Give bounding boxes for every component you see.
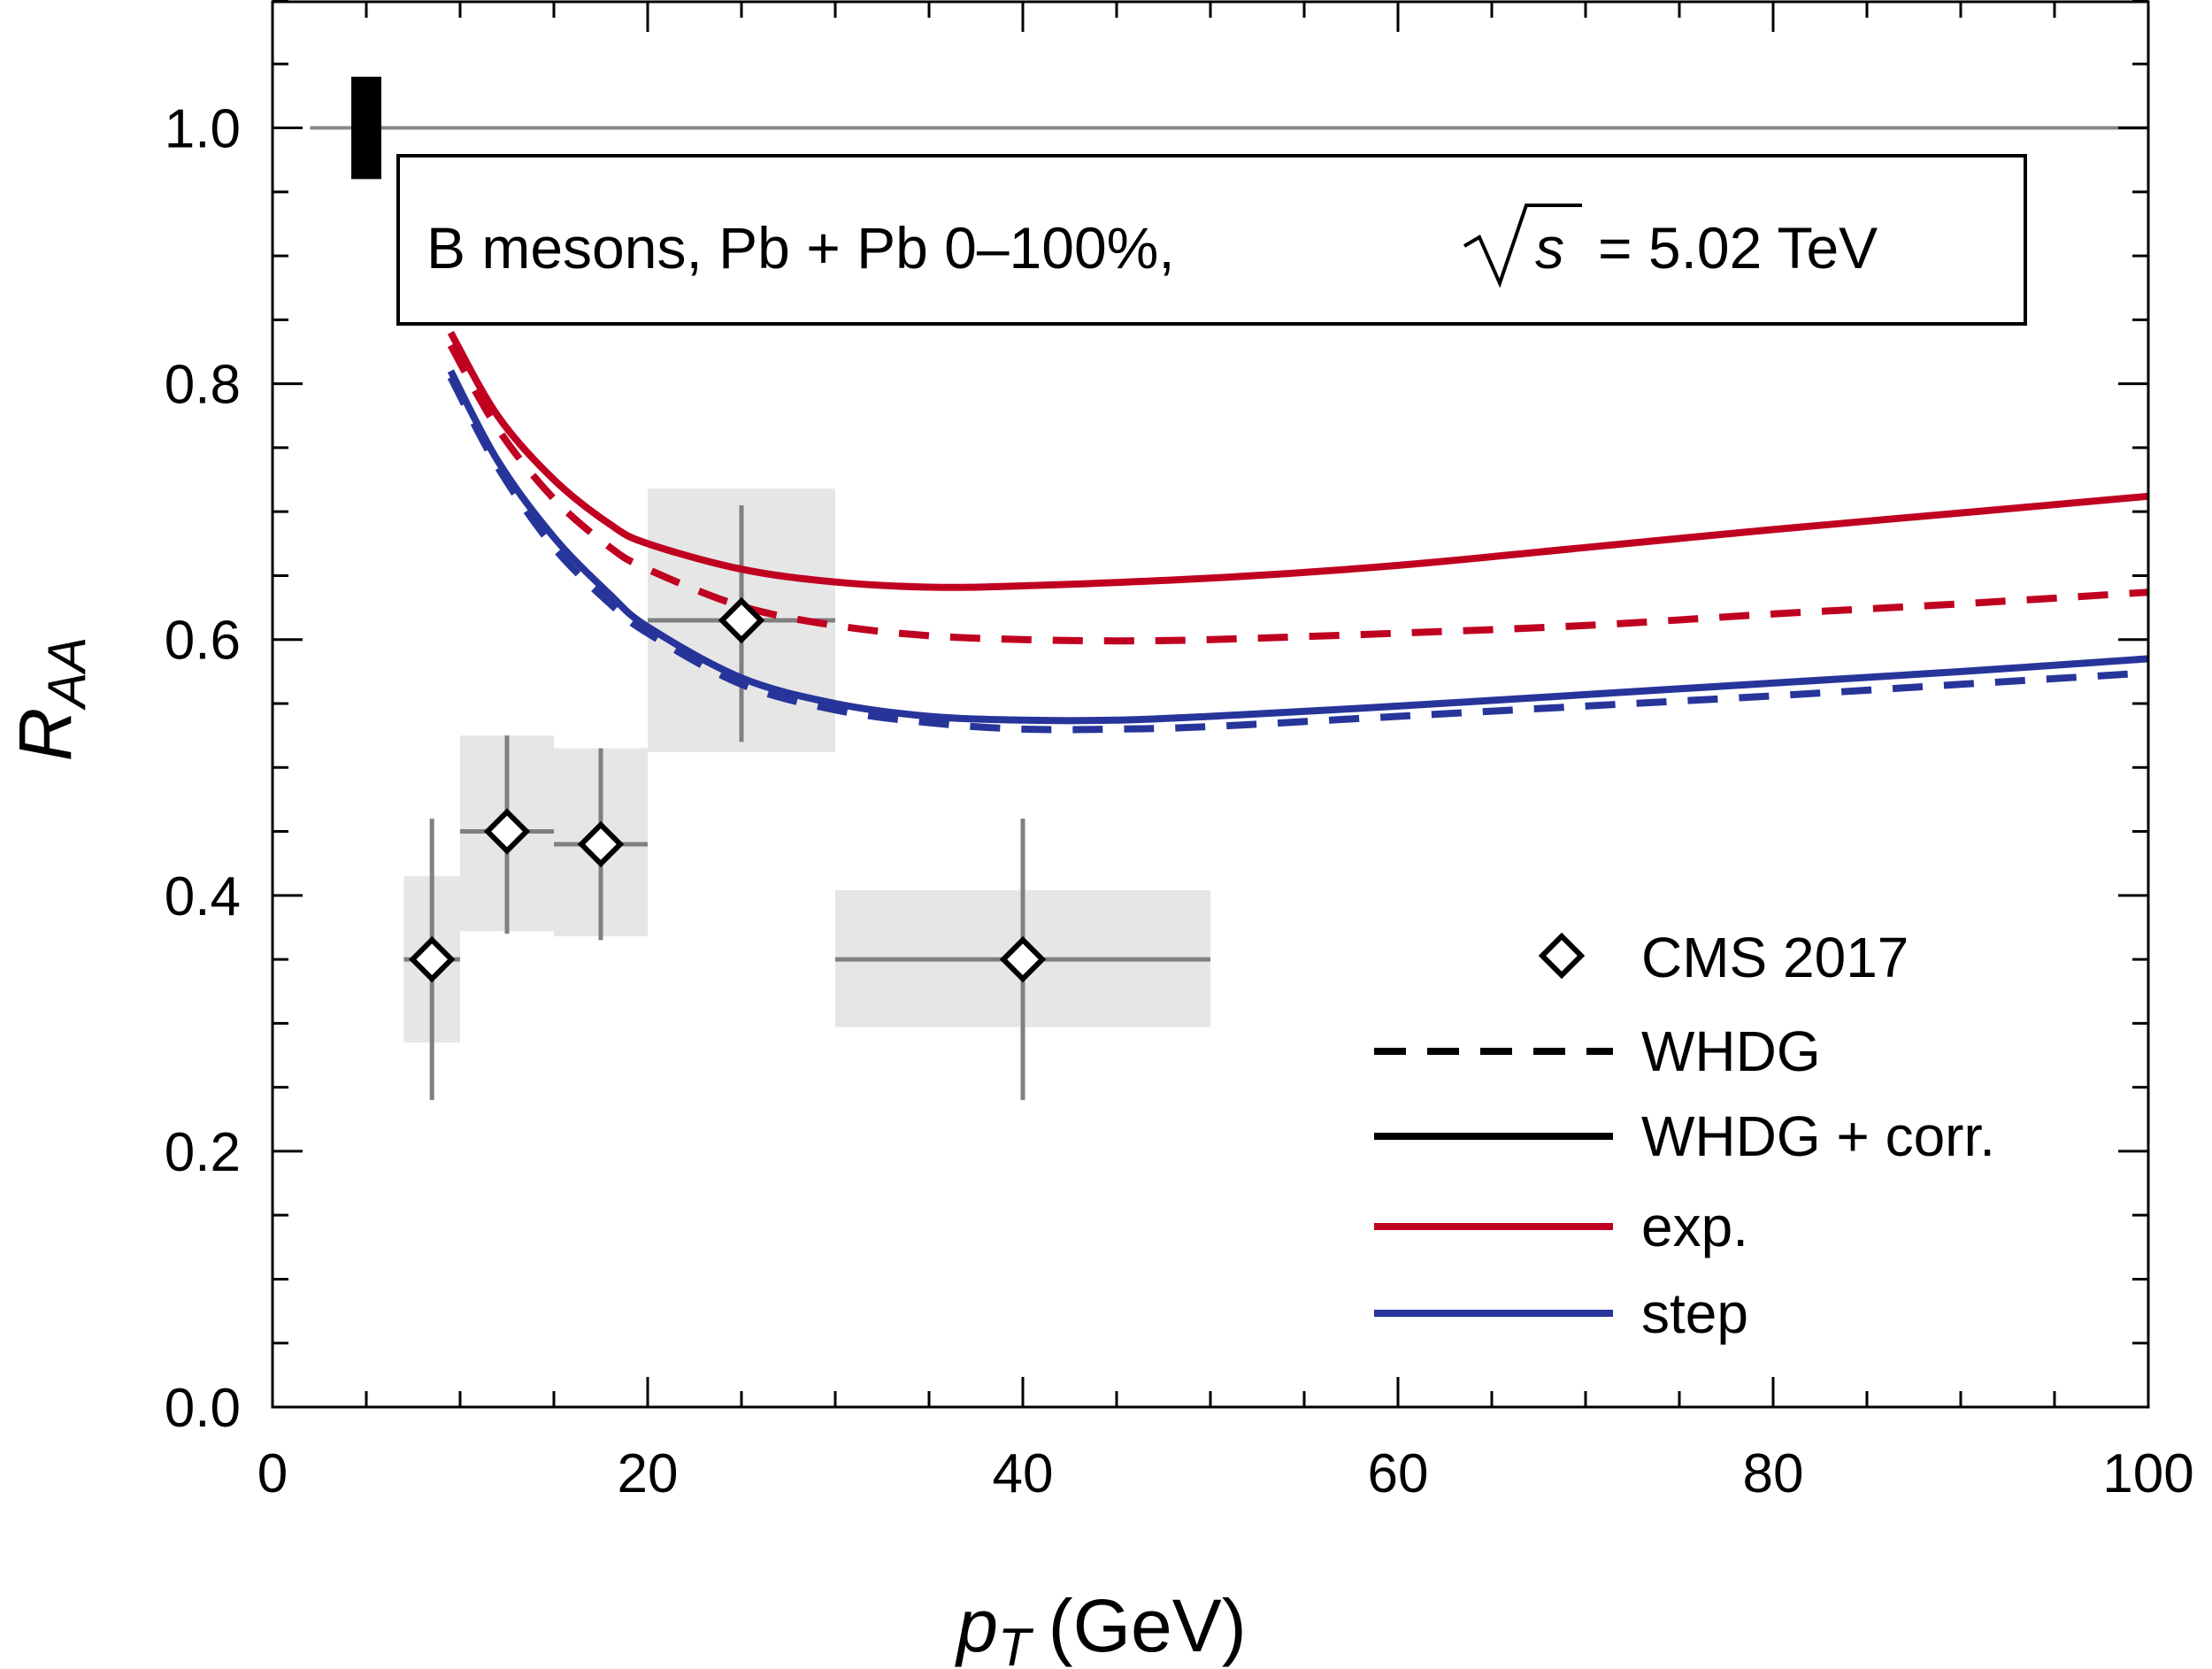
x-tick-label: 100 (2102, 1443, 2193, 1504)
annotation-suffix: = 5.02 TeV (1598, 215, 1878, 281)
legend: CMS 2017 WHDG WHDG + corr. exp. step (1374, 926, 1995, 1345)
annotation-prefix: B mesons, Pb + Pb 0–100%, (426, 215, 1175, 281)
curve-step-whdg-corr (447, 369, 2149, 725)
curve-exp-whdg (447, 343, 2149, 645)
data-point-3 (718, 596, 765, 644)
y-tick-label: 1.0 (165, 99, 241, 160)
y-tick-label: 0.0 (165, 1378, 241, 1439)
axis-ticks: 0 20 40 60 80 100 0.0 0.2 0.4 0.6 0.8 1.0 (165, 0, 2194, 1504)
model-curves (447, 330, 2149, 734)
y-tick-label: 0.8 (165, 355, 241, 416)
legend-label-exp: exp. (1641, 1195, 1748, 1258)
data-markers (408, 596, 1047, 983)
sqrt-symbol (1463, 204, 1582, 288)
legend-marker-cms-2017 (1538, 932, 1586, 980)
x-tick-label: 0 (257, 1443, 288, 1504)
legend-label-whdg-corr: WHDG + corr. (1641, 1104, 1995, 1168)
data-point-0 (408, 935, 456, 983)
legend-label-step: step (1641, 1281, 1748, 1345)
y-tick-label: 0.6 (165, 611, 241, 672)
y-axis-title: RAA (4, 637, 96, 762)
x-tick-label: 20 (618, 1443, 679, 1504)
curve-exp-whdg-corr (447, 330, 2149, 591)
data-point-1 (483, 808, 531, 855)
data-point-4 (999, 935, 1047, 983)
data-point-2 (577, 820, 625, 868)
annotation-sqrt-variable: s (1535, 215, 1564, 281)
curve-step-whdg (447, 375, 2149, 734)
x-axis-title: pT (GeV) (954, 1584, 1246, 1669)
legend-label-cms-2017: CMS 2017 (1641, 926, 1909, 989)
x-tick-label: 40 (993, 1443, 1054, 1504)
annotation-box: B mesons, Pb + Pb 0–100%, s = 5.02 TeV (396, 154, 2027, 326)
legend-label-whdg: WHDG (1641, 1019, 1821, 1083)
y-tick-label: 0.4 (165, 866, 241, 927)
x-tick-label: 60 (1368, 1443, 1429, 1504)
y-tick-label: 0.2 (165, 1122, 241, 1183)
x-tick-label: 80 (1743, 1443, 1804, 1504)
normalization-uncertainty-box (351, 76, 381, 180)
